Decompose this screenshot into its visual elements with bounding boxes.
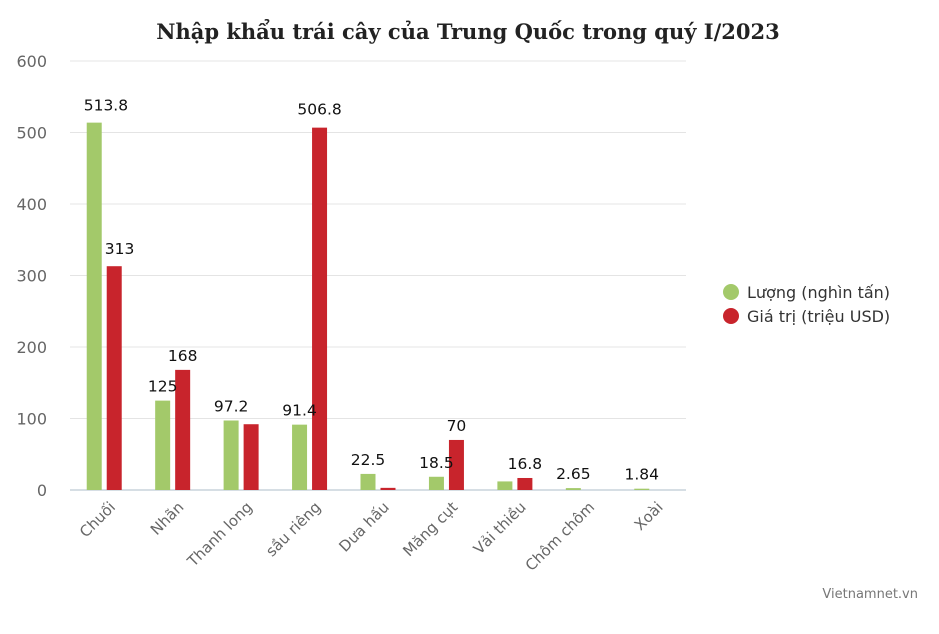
- bars: [86, 122, 650, 491]
- bar-luong: [428, 476, 444, 490]
- x-tick-label: Dưa hấu: [335, 498, 392, 555]
- x-tick-label: Chuối: [76, 498, 119, 541]
- bar-gia-tri: [517, 477, 533, 490]
- data-label: 168: [168, 347, 198, 365]
- legend-label: Giá trị (triệu USD): [747, 307, 890, 326]
- x-tick-label: sầu riêng: [262, 498, 324, 560]
- legend-label: Lượng (nghìn tấn): [747, 283, 890, 302]
- x-tick-label: Chôm chôm: [522, 498, 598, 574]
- data-label: 16.8: [508, 455, 543, 473]
- legend: Lượng (nghìn tấn) Giá trị (triệu USD): [723, 283, 890, 326]
- data-label: 125: [148, 378, 178, 396]
- y-tick-label: 400: [16, 195, 47, 214]
- bar-gia-tri: [106, 266, 122, 490]
- legend-marker: [723, 284, 739, 300]
- legend-marker: [723, 308, 739, 324]
- data-label: 1.84: [625, 466, 660, 484]
- y-tick-label: 500: [16, 124, 47, 143]
- bar-luong: [497, 481, 513, 490]
- x-tick-label: Vải thiều: [470, 498, 530, 558]
- bar-luong: [155, 400, 171, 490]
- bar-gia-tri: [380, 487, 396, 490]
- x-tick-label: Xoài: [631, 498, 667, 534]
- bar-gia-tri: [243, 424, 259, 490]
- bar-gia-tri: [448, 439, 464, 490]
- data-label: 313: [105, 240, 135, 258]
- bar-luong: [292, 424, 308, 490]
- source-credit: Vietnamnet.vn: [822, 587, 918, 602]
- bar-luong: [565, 488, 581, 490]
- y-tick-label: 0: [37, 481, 47, 500]
- y-tick-label: 300: [16, 267, 47, 286]
- y-tick-label: 600: [16, 52, 47, 71]
- y-tick-label: 200: [16, 338, 47, 357]
- y-tick-label: 100: [16, 410, 47, 429]
- bar-gia-tri: [175, 369, 191, 490]
- chart-title: Nhập khẩu trái cây của Trung Quốc trong …: [156, 19, 779, 44]
- data-label: 2.65: [556, 465, 591, 483]
- data-label: 513.8: [84, 97, 128, 115]
- bar-luong: [634, 488, 650, 490]
- grid: [70, 60, 686, 491]
- data-label: 97.2: [214, 398, 249, 416]
- x-tick-label: Măng cụt: [399, 498, 461, 560]
- data-labels: 513.8 313 125 168 97.2 91.4 506.8 22.5 18.5 70 16.…: [84, 97, 659, 484]
- data-label: 18.5: [419, 454, 454, 472]
- bar-luong: [223, 420, 239, 490]
- bar-gia-tri: [312, 127, 328, 490]
- y-axis: 0 100 200 300 400 500 600: [16, 52, 47, 500]
- data-label: 22.5: [351, 451, 386, 469]
- bar-luong: [86, 122, 102, 491]
- bar-luong: [360, 473, 376, 490]
- data-label: 70: [447, 417, 467, 435]
- x-tick-label: Nhãn: [147, 498, 188, 539]
- x-tick-label: Thanh long: [183, 498, 256, 571]
- data-label: 506.8: [297, 101, 341, 119]
- data-label: 91.4: [282, 402, 317, 420]
